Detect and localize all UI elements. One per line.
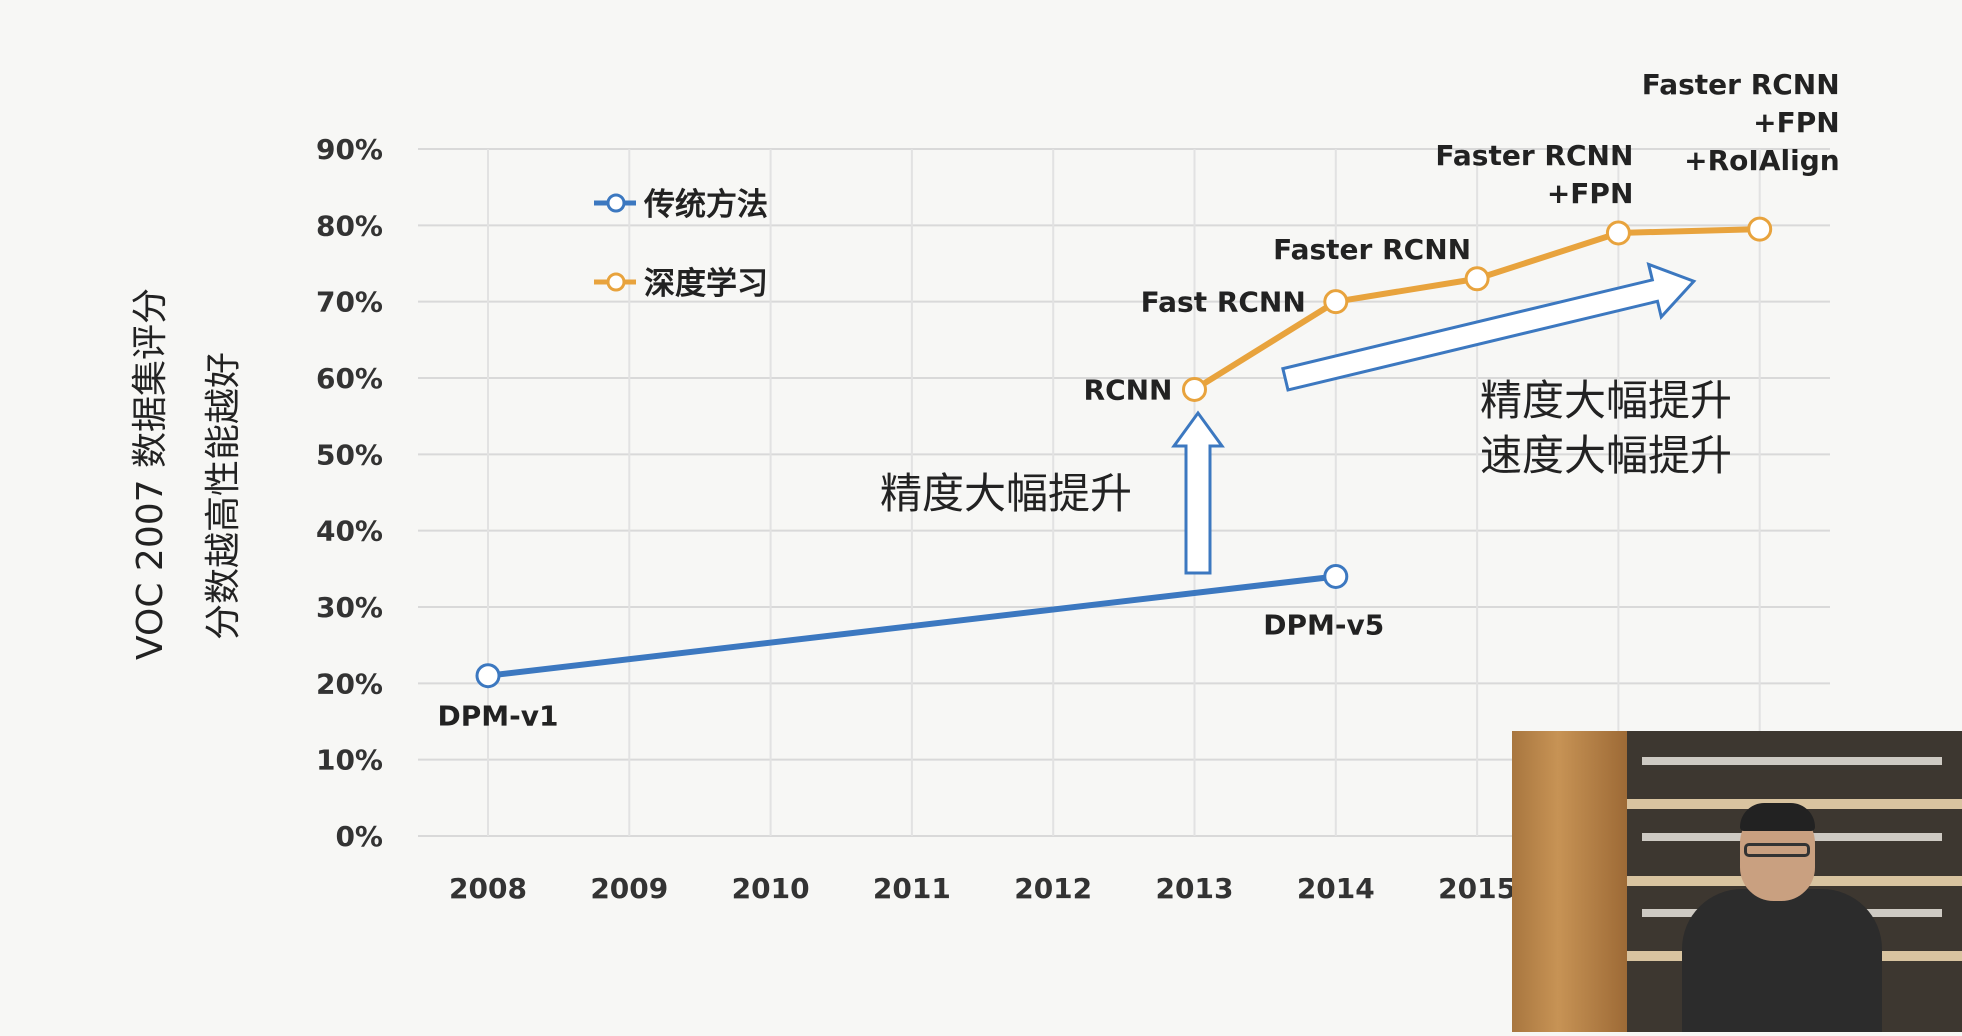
data-point-marker	[1323, 289, 1349, 315]
webcam-light-1	[1642, 757, 1942, 765]
y-axis-title-line1: VOC 2007 数据集评分	[130, 288, 171, 660]
presenter-glasses	[1744, 843, 1810, 857]
annotation-precision-right: 精度大幅提升	[1480, 376, 1732, 425]
grid-lines	[418, 148, 1830, 837]
webcam-wood-panel	[1512, 731, 1627, 1032]
presenter-hair	[1740, 803, 1815, 831]
x-tick-label: 2012	[1014, 872, 1092, 905]
data-point-marker	[1464, 266, 1490, 292]
data-point-label: DPM-v5	[1263, 608, 1384, 641]
y-tick-label: 30%	[316, 591, 383, 624]
data-point-label: Faster RCNN	[1273, 233, 1471, 266]
x-tick-label: 2011	[873, 872, 951, 905]
data-point-marker	[475, 663, 501, 689]
data-point-marker	[1747, 216, 1773, 242]
x-tick-label: 2013	[1156, 872, 1234, 905]
up-arrow-shape	[1171, 410, 1225, 575]
x-tick-label: 2009	[590, 872, 668, 905]
presenter-webcam	[1512, 731, 1962, 1032]
y-tick-label: 0%	[335, 820, 383, 853]
legend-marker-deep-learning	[606, 272, 626, 292]
y-tick-label: 50%	[316, 438, 383, 471]
diagonal-arrow	[1281, 261, 1697, 392]
data-point-marker	[1605, 220, 1631, 246]
x-axis-ticks: 2008 2009 2010 2011 2012 2013 2014 2015	[449, 872, 1516, 905]
presenter-body	[1682, 889, 1882, 1032]
y-tick-label: 40%	[316, 515, 383, 548]
y-tick-label: 10%	[316, 744, 383, 777]
x-tick-label: 2008	[449, 872, 527, 905]
legend-marker-traditional	[606, 193, 626, 213]
x-tick-label: 2015	[1438, 872, 1516, 905]
annotation-speed-right: 速度大幅提升	[1480, 431, 1732, 480]
legend: 传统方法 深度学习	[594, 187, 768, 302]
legend-label-traditional: 传统方法	[643, 187, 768, 223]
data-point-label: Faster RCNN +FPN	[1435, 139, 1633, 210]
legend-label-deep-learning: 深度学习	[644, 266, 768, 302]
data-point-marker	[1182, 376, 1207, 402]
diagonal-arrow-body	[1281, 261, 1697, 392]
x-tick-label: 2010	[732, 872, 810, 905]
y-tick-label: 90%	[316, 133, 383, 166]
y-tick-label: 70%	[316, 286, 383, 319]
y-tick-label: 20%	[316, 667, 383, 700]
y-axis-title-line2: 分数越高性能越好	[203, 352, 244, 640]
y-tick-label: 80%	[316, 209, 383, 242]
annotation-precision-left: 精度大幅提升	[880, 469, 1132, 518]
series-layer: DPM-v1 DPM-v5 RCNN Fast RCNN Faster RCNN Fast…	[438, 68, 1840, 733]
data-point-marker	[1323, 563, 1349, 589]
data-point-label: RCNN	[1084, 373, 1173, 406]
data-point-label: DPM-v1	[438, 700, 559, 733]
data-point-label: Fast RCNN	[1141, 286, 1306, 319]
series-line-traditional	[487, 573, 1337, 679]
data-point-label: Faster RCNN +FPN +RoIAlign	[1642, 68, 1840, 177]
y-tick-label: 60%	[316, 362, 383, 395]
y-axis-ticks: 0% 10% 20% 30% 40% 50% 60% 70% 80% 90%	[316, 133, 383, 853]
x-tick-label: 2014	[1297, 872, 1375, 905]
